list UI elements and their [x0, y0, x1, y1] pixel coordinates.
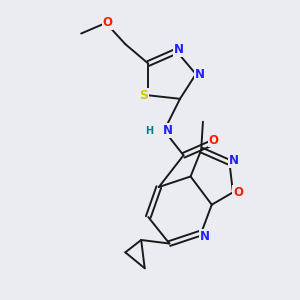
Text: N: N — [229, 154, 238, 167]
Text: N: N — [174, 43, 184, 56]
Text: N: N — [200, 230, 210, 243]
Text: S: S — [140, 89, 148, 102]
Text: N: N — [163, 124, 172, 137]
Text: O: O — [103, 16, 112, 29]
Text: H: H — [145, 126, 153, 136]
Text: O: O — [208, 134, 218, 147]
Text: O: O — [233, 186, 243, 199]
Text: N: N — [195, 68, 205, 81]
